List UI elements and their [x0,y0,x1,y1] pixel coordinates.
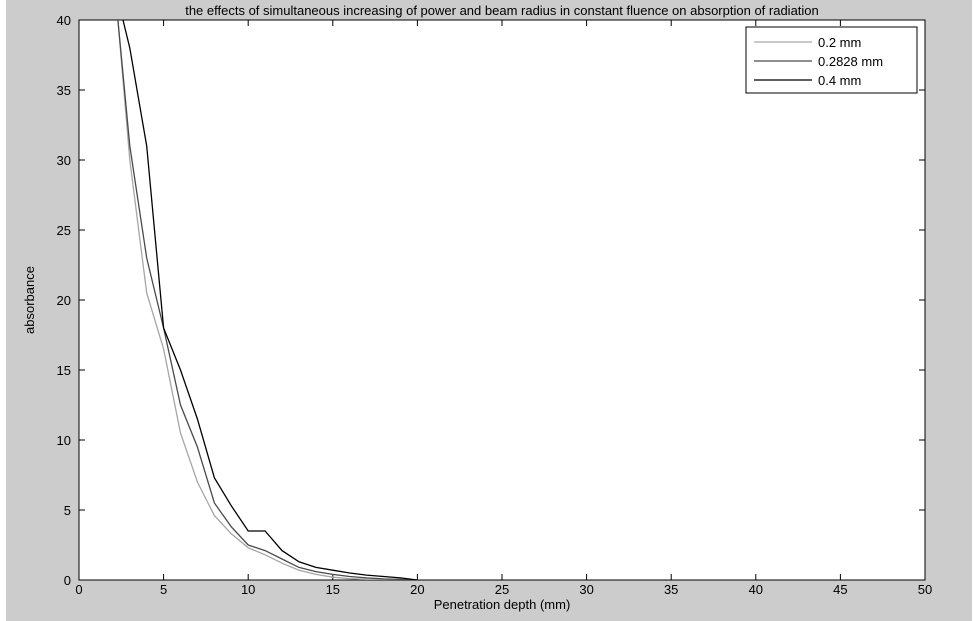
x-tick-label: 25 [495,582,509,597]
legend-label-3: 0.4 mm [818,73,861,88]
y-tick-label: 10 [57,433,71,448]
y-axis-title: absorbance [22,266,37,334]
chart: the effects of simultaneous increasing o… [6,0,972,621]
y-tick-label: 25 [57,223,71,238]
plot-area [79,20,925,580]
x-tick-label: 35 [664,582,678,597]
x-tick-label: 5 [160,582,167,597]
legend: 0.2 mm 0.2828 mm 0.4 mm [746,27,917,93]
chart-title: the effects of simultaneous increasing o… [185,3,819,18]
x-tick-label: 15 [326,582,340,597]
legend-label-1: 0.2 mm [818,35,861,50]
legend-label-2: 0.2828 mm [818,54,883,69]
y-tick-label: 30 [57,153,71,168]
y-tick-label: 15 [57,363,71,378]
y-axis-tick-labels: 0 5 10 15 20 25 30 35 40 [57,13,71,588]
x-tick-label: 10 [241,582,255,597]
y-tick-label: 5 [64,503,71,518]
x-tick-label: 50 [918,582,932,597]
x-tick-label: 45 [833,582,847,597]
y-tick-label: 40 [57,13,71,28]
x-axis-tick-labels: 0 5 10 15 20 25 30 35 40 45 50 [75,582,932,597]
y-tick-label: 20 [57,293,71,308]
figure-window: the effects of simultaneous increasing o… [6,0,972,621]
y-tick-label: 0 [64,573,71,588]
x-tick-label: 0 [75,582,82,597]
x-tick-label: 20 [410,582,424,597]
x-tick-label: 40 [749,582,763,597]
x-axis-title: Penetration depth (mm) [434,597,571,612]
y-tick-label: 35 [57,83,71,98]
x-tick-label: 30 [579,582,593,597]
